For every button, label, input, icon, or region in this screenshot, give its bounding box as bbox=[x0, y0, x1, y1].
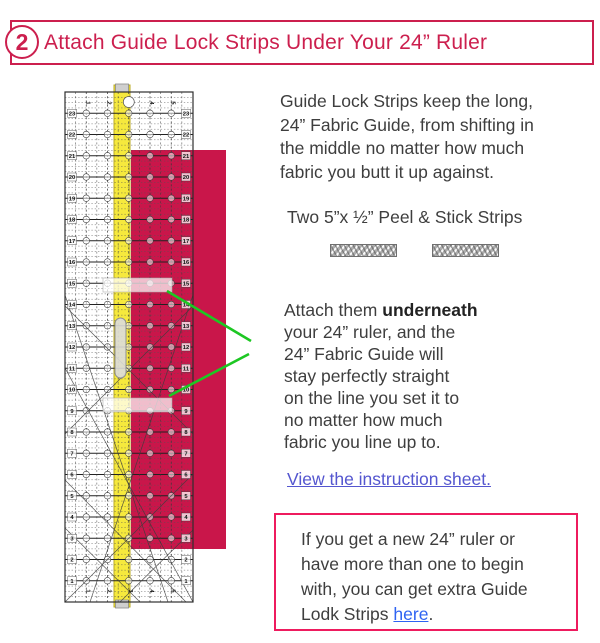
svg-text:20: 20 bbox=[69, 175, 75, 181]
svg-text:17: 17 bbox=[183, 239, 189, 245]
svg-text:16: 16 bbox=[69, 260, 76, 266]
slot-cutout bbox=[114, 317, 127, 379]
guide-bottom-tab bbox=[115, 599, 129, 609]
svg-text:5: 5 bbox=[169, 101, 175, 105]
svg-text:14: 14 bbox=[183, 303, 190, 309]
svg-text:5: 5 bbox=[70, 494, 74, 500]
svg-text:21: 21 bbox=[183, 154, 190, 160]
svg-text:13: 13 bbox=[183, 324, 190, 330]
svg-text:1: 1 bbox=[84, 589, 90, 593]
here-link[interactable]: here bbox=[393, 604, 429, 624]
underneath-bold: underneath bbox=[382, 300, 478, 320]
svg-text:17: 17 bbox=[69, 239, 75, 245]
info-line: If you get a new 24” ruler or bbox=[301, 529, 515, 549]
svg-text:8: 8 bbox=[184, 430, 188, 436]
ruler-outline bbox=[64, 91, 194, 603]
svg-text:14: 14 bbox=[69, 303, 76, 309]
alignment-hole bbox=[122, 96, 135, 108]
svg-text:21: 21 bbox=[69, 154, 76, 160]
svg-text:6: 6 bbox=[184, 473, 188, 479]
attach-line: 24” Fabric Guide will bbox=[284, 344, 444, 364]
svg-text:9: 9 bbox=[184, 409, 188, 415]
svg-text:1: 1 bbox=[184, 579, 188, 585]
svg-text:3: 3 bbox=[184, 536, 188, 542]
yellow-guide-strip bbox=[113, 84, 131, 608]
step-number: 2 bbox=[15, 28, 29, 55]
peel-stick-strip-1 bbox=[330, 244, 397, 257]
svg-text:20: 20 bbox=[183, 175, 189, 181]
svg-text:9: 9 bbox=[70, 409, 74, 415]
svg-text:8: 8 bbox=[70, 430, 74, 436]
intro-paragraph: Guide Lock Strips keep the long, 24” Fab… bbox=[280, 90, 596, 184]
intro-line: the middle no matter how much bbox=[280, 138, 525, 158]
attach-line: stay perfectly straight bbox=[284, 366, 450, 386]
svg-text:18: 18 bbox=[183, 218, 190, 224]
peel-stick-strip-2 bbox=[432, 244, 499, 257]
strips-caption: Two 5”x ½” Peel & Stick Strips bbox=[287, 207, 523, 227]
instruction-sheet-link[interactable]: View the instruction sheet. bbox=[287, 469, 491, 489]
info-line: with, you can get extra Guide bbox=[301, 579, 528, 599]
svg-text:12: 12 bbox=[183, 345, 189, 351]
ruler-grid bbox=[65, 92, 193, 602]
attach-paragraph: Attach them underneath your 24” ruler, a… bbox=[284, 299, 564, 453]
attach-line: on the line you set it to bbox=[284, 388, 460, 408]
step-badge: 2 bbox=[5, 25, 39, 59]
svg-text:15: 15 bbox=[183, 281, 190, 287]
attach-line: no matter how much bbox=[284, 410, 443, 430]
svg-text:4: 4 bbox=[184, 515, 188, 521]
svg-text:12: 12 bbox=[69, 345, 75, 351]
svg-text:22: 22 bbox=[69, 133, 75, 139]
svg-text:3: 3 bbox=[127, 589, 133, 593]
svg-text:13: 13 bbox=[69, 324, 76, 330]
svg-text:5: 5 bbox=[184, 494, 188, 500]
svg-text:23: 23 bbox=[183, 111, 190, 117]
page-title: Attach Guide Lock Strips Under Your 24” … bbox=[44, 31, 488, 54]
svg-text:2: 2 bbox=[184, 558, 187, 564]
fabric-rect bbox=[131, 150, 226, 549]
svg-text:10: 10 bbox=[69, 388, 75, 394]
svg-text:23: 23 bbox=[69, 111, 76, 117]
svg-text:18: 18 bbox=[69, 218, 76, 224]
pointer-line-2 bbox=[168, 352, 250, 398]
svg-text:11: 11 bbox=[183, 366, 190, 372]
svg-text:16: 16 bbox=[183, 260, 190, 266]
diagonal-markings bbox=[65, 294, 193, 602]
svg-text:2: 2 bbox=[106, 101, 112, 104]
lock-strip-on-ruler-1 bbox=[102, 277, 173, 293]
svg-text:1: 1 bbox=[84, 101, 90, 105]
svg-text:5: 5 bbox=[169, 589, 175, 593]
svg-text:19: 19 bbox=[183, 196, 190, 202]
svg-text:3: 3 bbox=[127, 101, 133, 105]
svg-text:7: 7 bbox=[184, 451, 187, 457]
svg-text:3: 3 bbox=[70, 536, 74, 542]
lock-strip-on-ruler-2 bbox=[102, 397, 173, 413]
attach-line: fabric you line up to. bbox=[284, 432, 441, 452]
svg-text:4: 4 bbox=[70, 515, 74, 521]
info-line: have more than one to begin bbox=[301, 554, 524, 574]
svg-text:11: 11 bbox=[69, 366, 76, 372]
pointer-line-1 bbox=[166, 289, 252, 343]
svg-text:19: 19 bbox=[69, 196, 76, 202]
intro-line: 24” Fabric Guide, from shifting in bbox=[280, 114, 534, 135]
svg-text:7: 7 bbox=[70, 451, 73, 457]
attach-line: your 24” ruler, and the bbox=[284, 322, 456, 342]
info-last-line: Lodk Strips here. bbox=[301, 604, 434, 624]
info-box: If you get a new 24” ruler or have more … bbox=[274, 513, 578, 631]
intro-line: fabric you butt it up against. bbox=[280, 161, 495, 182]
svg-text:4: 4 bbox=[148, 101, 154, 105]
svg-text:2: 2 bbox=[70, 558, 73, 564]
svg-text:10: 10 bbox=[183, 388, 189, 394]
guide-top-tab bbox=[115, 83, 129, 93]
svg-text:6: 6 bbox=[70, 473, 74, 479]
svg-text:22: 22 bbox=[183, 133, 189, 139]
svg-text:1: 1 bbox=[70, 579, 74, 585]
attach-line-1: Attach them underneath bbox=[284, 300, 478, 320]
svg-text:2: 2 bbox=[106, 589, 112, 592]
intro-line: Guide Lock Strips keep the long, bbox=[280, 91, 533, 111]
svg-text:15: 15 bbox=[69, 281, 76, 287]
svg-text:4: 4 bbox=[148, 589, 154, 593]
